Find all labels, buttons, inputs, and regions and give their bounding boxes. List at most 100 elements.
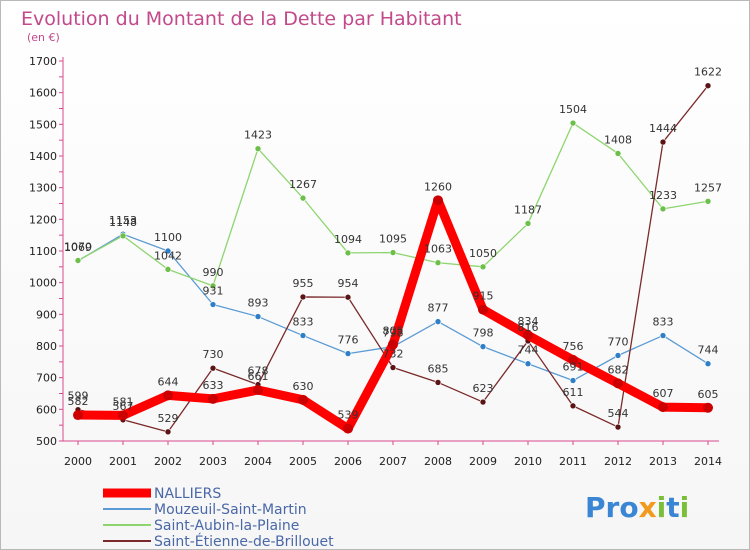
data-label: 744 [518, 344, 539, 357]
data-point [479, 343, 487, 350]
data-point [569, 377, 577, 384]
x-tick-label: 2005 [289, 455, 317, 468]
y-tick-label: 1400 [29, 150, 57, 163]
data-label: 644 [158, 375, 179, 388]
x-tick-label: 2008 [424, 455, 452, 468]
data-label: 1257 [694, 181, 722, 194]
x-tick-label: 2001 [109, 455, 137, 468]
data-label: 816 [518, 321, 539, 334]
data-label: 1622 [694, 66, 722, 79]
data-label: 893 [248, 297, 269, 310]
data-point [479, 398, 487, 406]
y-tick-label: 600 [36, 403, 57, 416]
data-label: 732 [383, 348, 404, 361]
data-point [344, 249, 352, 257]
x-tick-label: 2000 [64, 455, 92, 468]
y-tick-label: 1300 [29, 182, 57, 195]
data-point [613, 378, 623, 389]
data-label: 833 [293, 316, 314, 329]
x-tick-label: 2011 [559, 455, 587, 468]
data-point [703, 402, 713, 413]
y-tick-label: 700 [36, 372, 57, 385]
data-label: 1233 [649, 189, 677, 202]
data-point [254, 313, 262, 320]
data-point [479, 263, 487, 271]
data-point [74, 257, 82, 264]
data-point [118, 410, 128, 421]
data-label: 630 [293, 380, 314, 393]
data-point [209, 364, 217, 372]
data-point [524, 360, 532, 368]
data-label: 1267 [289, 178, 317, 191]
data-point [524, 220, 532, 227]
data-point [658, 402, 668, 413]
data-point [253, 385, 263, 396]
data-label: 581 [113, 395, 134, 408]
data-point [209, 282, 217, 290]
data-label: 1070 [64, 241, 92, 254]
data-label: 633 [203, 379, 224, 392]
data-label: 1187 [514, 203, 542, 216]
data-point [164, 428, 172, 436]
data-label: 1260 [424, 180, 452, 193]
data-label: 1153 [109, 214, 137, 227]
legend-label-mouzeuil-saint-martin: Mouzeuil-Saint-Martin [154, 502, 307, 518]
x-tick-label: 2002 [154, 455, 182, 468]
data-point [73, 410, 83, 421]
data-point [209, 301, 217, 308]
data-label: 582 [68, 395, 89, 408]
data-label: 682 [608, 363, 629, 376]
data-point [343, 423, 353, 434]
data-point [659, 138, 667, 146]
data-point [164, 266, 172, 273]
data-label: 834 [518, 315, 539, 328]
y-tick-label: 500 [36, 435, 57, 448]
data-label: 798 [473, 327, 494, 340]
data-label: 756 [563, 340, 584, 353]
data-point [434, 318, 442, 325]
data-label: 744 [698, 344, 719, 357]
data-label: 877 [428, 302, 449, 315]
data-label: 1100 [154, 231, 182, 244]
data-point [569, 119, 577, 127]
data-label: 685 [428, 362, 449, 375]
data-label: 1423 [244, 129, 272, 142]
data-point [614, 352, 622, 359]
data-point [299, 194, 307, 202]
x-tick-label: 2013 [649, 455, 677, 468]
data-point [659, 332, 667, 339]
y-tick-label: 1000 [29, 277, 57, 290]
data-point [434, 259, 442, 267]
data-label: 833 [653, 316, 674, 329]
data-label: 1504 [559, 103, 587, 116]
data-label: 931 [203, 285, 224, 298]
data-label: 776 [338, 334, 359, 347]
y-tick-label: 1700 [29, 55, 57, 68]
data-point [388, 339, 398, 350]
legend-label-saint-etienne-de-brillouet: Saint-Étienne-de-Brillouet [154, 533, 334, 549]
x-tick-label: 2006 [334, 455, 362, 468]
y-tick-label: 800 [36, 340, 57, 353]
data-point [569, 402, 577, 410]
data-point [433, 195, 443, 206]
data-label: 544 [608, 407, 629, 420]
data-point [344, 350, 352, 357]
x-tick-label: 2012 [604, 455, 632, 468]
data-point [434, 379, 442, 386]
data-label: 1094 [334, 233, 362, 246]
data-label: 798 [383, 327, 404, 340]
y-tick-label: 1100 [29, 245, 57, 258]
x-tick-label: 2004 [244, 455, 272, 468]
x-tick-label: 2009 [469, 455, 497, 468]
data-point [389, 364, 397, 371]
data-label: 1095 [379, 233, 407, 246]
data-point [389, 249, 397, 256]
data-label: 567 [113, 400, 134, 413]
y-tick-label: 1200 [29, 213, 57, 226]
data-point [614, 150, 622, 157]
data-label: 1042 [154, 249, 182, 262]
data-label: 599 [68, 390, 89, 403]
data-point [568, 354, 578, 365]
data-point [614, 423, 622, 431]
x-tick-label: 2014 [694, 455, 722, 468]
